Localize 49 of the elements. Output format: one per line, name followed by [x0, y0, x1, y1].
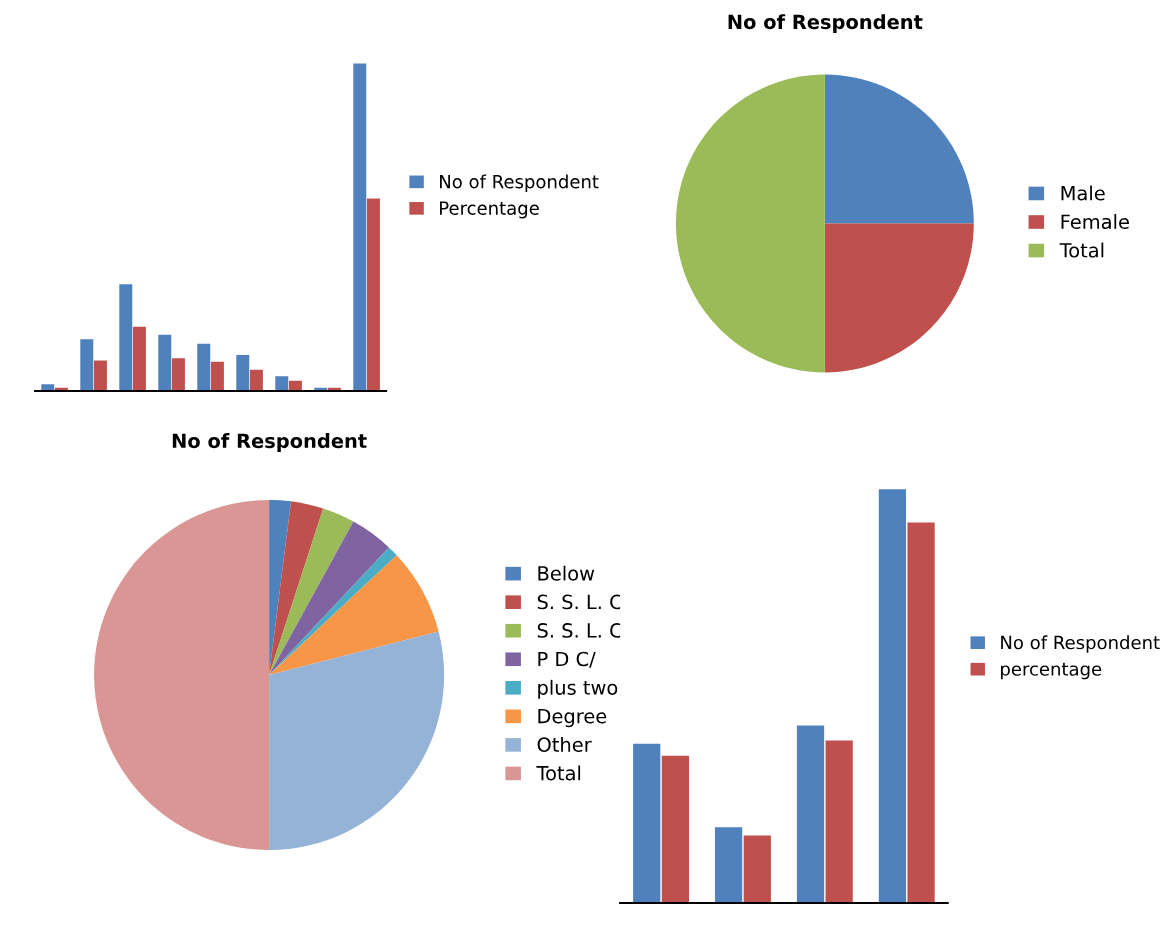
bar: [353, 63, 367, 392]
bar: [158, 334, 172, 392]
bar: [715, 827, 743, 904]
legend-label: Percentage: [440, 201, 539, 219]
bar: [119, 284, 133, 392]
bar: [825, 740, 853, 904]
bar: [796, 725, 825, 904]
pie-slice: [269, 547, 397, 675]
bar: [633, 743, 661, 904]
bar: [907, 522, 935, 904]
bar: [743, 835, 771, 904]
legend-label: No of Respondent: [1001, 635, 1160, 653]
pie-slice: [269, 508, 354, 675]
bar: [210, 361, 224, 392]
bar: [93, 360, 107, 392]
pie-slice: [824, 74, 974, 224]
pie-slice: [269, 631, 445, 850]
pie-slice: [269, 555, 439, 675]
legend-label: Other: [537, 736, 592, 752]
bar: [275, 376, 289, 392]
bar: [197, 343, 211, 392]
pie-slice: [269, 499, 292, 675]
legend-label: Male: [1061, 185, 1105, 201]
pie-slice: [94, 499, 270, 850]
bar: [878, 489, 907, 904]
bar: [661, 755, 689, 904]
pie-slice: [824, 223, 974, 373]
pie-slice: [675, 74, 825, 373]
legend-label: S. S. L. C: [537, 623, 622, 638]
legend-label: Total: [1059, 242, 1104, 258]
bar: [366, 198, 380, 392]
legend-label: Degree: [538, 708, 607, 728]
chart-title: No of Respondent: [172, 433, 367, 452]
legend-label: Total: [536, 765, 581, 781]
legend-label: P D C/: [538, 651, 596, 668]
chart-title: No of Respondent: [728, 14, 923, 33]
legend-label: percentage: [1001, 662, 1102, 680]
bar: [249, 369, 263, 392]
legend-label: Below: [538, 565, 595, 581]
bar: [132, 326, 146, 392]
legend-label: Female: [1061, 214, 1129, 230]
legend-label: No of Respondent: [440, 174, 599, 192]
legend-label: plus two: [538, 679, 618, 699]
legend-label: S. S. L. C: [537, 594, 622, 610]
pie-slice: [269, 501, 324, 675]
bar: [236, 354, 250, 392]
bar: [80, 339, 94, 392]
bar: [171, 358, 185, 392]
pie-slice: [269, 521, 389, 675]
